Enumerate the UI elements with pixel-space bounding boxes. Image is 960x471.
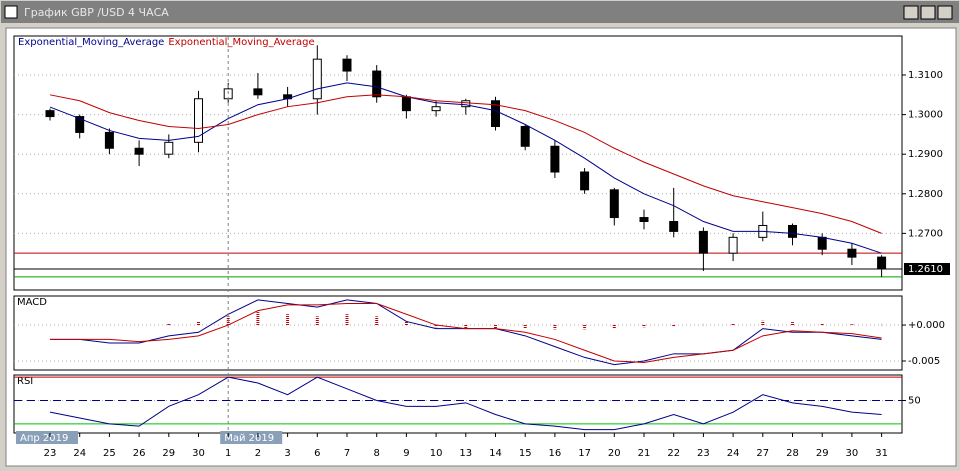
panel-title: RSI	[17, 376, 33, 387]
candle-body	[609, 189, 619, 219]
candle-body	[728, 236, 738, 254]
candle-body	[847, 248, 857, 258]
candle-body	[788, 224, 797, 238]
x-tick-label: 7	[344, 448, 350, 459]
x-tick-label: 2	[255, 448, 261, 459]
x-tick-label: 29	[816, 448, 829, 459]
x-tick-label: 23	[697, 448, 710, 459]
x-tick-label: 14	[489, 448, 502, 459]
y-tick-label: 1.2900	[908, 149, 943, 160]
candle-body	[134, 147, 144, 155]
x-tick-label: 21	[638, 448, 651, 459]
candle-body	[520, 125, 530, 147]
candle-body	[431, 106, 441, 112]
maximize-button[interactable]	[920, 5, 936, 20]
candle-body	[194, 98, 203, 143]
series-line	[50, 302, 882, 363]
x-tick-label: 9	[403, 448, 409, 459]
x-tick-label: 17	[578, 448, 591, 459]
series-line	[49, 82, 882, 254]
x-tick-label: 1	[225, 448, 231, 459]
x-tick-label: 3	[284, 448, 290, 459]
y-tick-label: +0.000	[908, 320, 945, 331]
x-tick-label: 20	[608, 448, 621, 459]
y-tick-label: 50	[908, 396, 921, 407]
candle-body	[877, 256, 887, 270]
period-label: Апр 2019	[20, 433, 68, 444]
candle-body	[461, 100, 471, 108]
candle-body	[639, 217, 649, 223]
candle-body	[342, 58, 352, 72]
close-button[interactable]	[937, 5, 953, 20]
candle-body	[45, 110, 55, 118]
candle-body	[75, 116, 85, 133]
x-tick-label: 25	[103, 448, 116, 459]
candle-body	[817, 236, 827, 250]
y-tick-label: -0.005	[908, 356, 940, 367]
period-label: Май 2019	[224, 433, 274, 444]
y-tick-label: 1.3100	[908, 70, 943, 81]
legend-entry: Exponential_Moving_Average	[18, 37, 164, 48]
price-panel	[13, 35, 903, 291]
minimize-button[interactable]	[903, 5, 919, 20]
candle-body	[491, 100, 500, 127]
x-tick-label: 16	[549, 448, 562, 459]
period-label-box	[16, 431, 78, 444]
last-price-label: 1.2610	[908, 264, 943, 275]
x-tick-label: 30	[192, 448, 205, 459]
candle-body	[253, 88, 263, 96]
candle-body	[698, 230, 708, 254]
x-tick-label: 26	[133, 448, 146, 459]
candle-body	[550, 145, 560, 173]
x-tick-label: 24	[73, 448, 86, 459]
candle-body	[372, 70, 382, 98]
x-tick-label: 10	[430, 448, 443, 459]
x-tick-label: 24	[727, 448, 740, 459]
panel-title: MACD	[17, 297, 47, 308]
x-tick-label: 27	[756, 448, 769, 459]
x-tick-label: 31	[875, 448, 888, 459]
x-tick-label: 28	[786, 448, 799, 459]
last-price-box	[904, 263, 950, 276]
x-tick-label: 30	[846, 448, 859, 459]
y-tick-label: 1.2800	[908, 189, 943, 200]
series-line	[49, 94, 882, 234]
candle-body	[580, 171, 590, 191]
x-tick-label: 8	[374, 448, 380, 459]
legend-entry: Exponential_Moving_Average	[168, 37, 314, 48]
title-bar	[1, 1, 959, 23]
x-tick-label: 6	[314, 448, 320, 459]
window-title: График GBP /USD 4 ЧАСА	[24, 6, 169, 19]
window-icon	[4, 5, 18, 19]
period-label-box	[220, 431, 283, 444]
candle-body	[669, 221, 679, 232]
x-tick-label: 15	[519, 448, 532, 459]
x-tick-label: 29	[162, 448, 175, 459]
candle-body	[312, 58, 322, 100]
series-line	[49, 376, 882, 431]
y-tick-label: 1.3000	[908, 110, 943, 121]
candle-body	[104, 131, 114, 149]
y-tick-label: 1.2700	[908, 228, 943, 239]
x-tick-label: 13	[459, 448, 472, 459]
macd-panel	[13, 295, 903, 371]
candle-body	[164, 141, 174, 155]
x-tick-label: 23	[44, 448, 57, 459]
x-tick-label: 22	[667, 448, 680, 459]
candle-body	[401, 96, 411, 112]
